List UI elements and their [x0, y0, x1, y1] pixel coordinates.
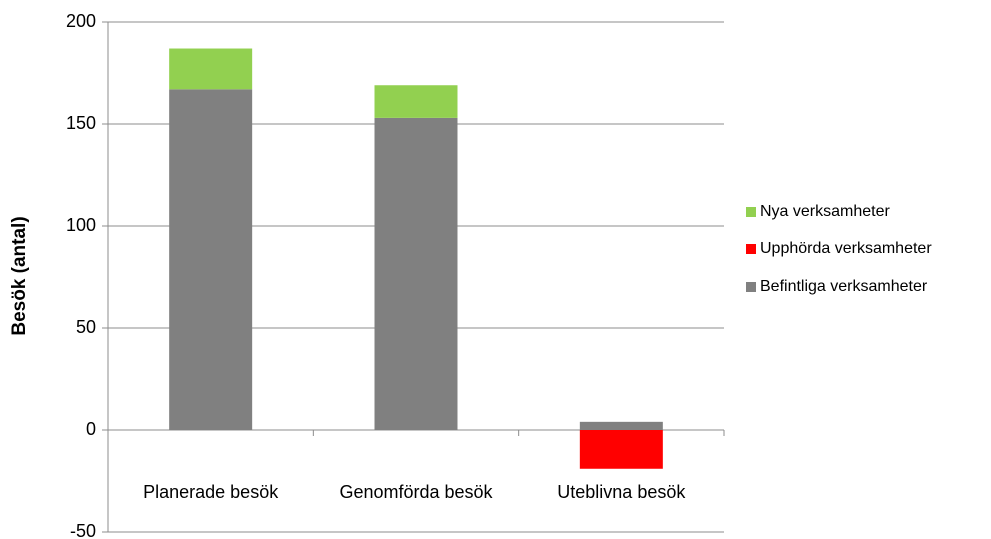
- y-tick-label: -50: [70, 521, 96, 539]
- y-tick-label: 50: [76, 317, 96, 337]
- bar-segment: [374, 85, 458, 118]
- x-tick-label: Uteblivna besök: [557, 482, 686, 502]
- legend-label: Nya verksamheter: [760, 203, 890, 220]
- bar-segment: [169, 89, 253, 430]
- x-tick-label: Planerade besök: [143, 482, 279, 502]
- y-axis-title: Besök (antal): [9, 216, 30, 335]
- legend-label: Upphörda verksamheter: [760, 240, 932, 257]
- legend-swatch: [746, 207, 756, 217]
- y-tick-label: 100: [66, 215, 96, 235]
- bar-segment: [374, 117, 458, 430]
- x-tick-label: Genomförda besök: [339, 482, 493, 502]
- y-tick-label: 150: [66, 113, 96, 133]
- legend-label: Befintliga verksamheter: [760, 278, 928, 295]
- bar-segment: [579, 421, 663, 430]
- legend-swatch: [746, 282, 756, 292]
- bar-segment: [169, 48, 253, 90]
- bar-segment: [579, 430, 663, 469]
- y-tick-label: 200: [66, 11, 96, 31]
- y-tick-label: 0: [86, 419, 96, 439]
- legend-swatch: [746, 244, 756, 254]
